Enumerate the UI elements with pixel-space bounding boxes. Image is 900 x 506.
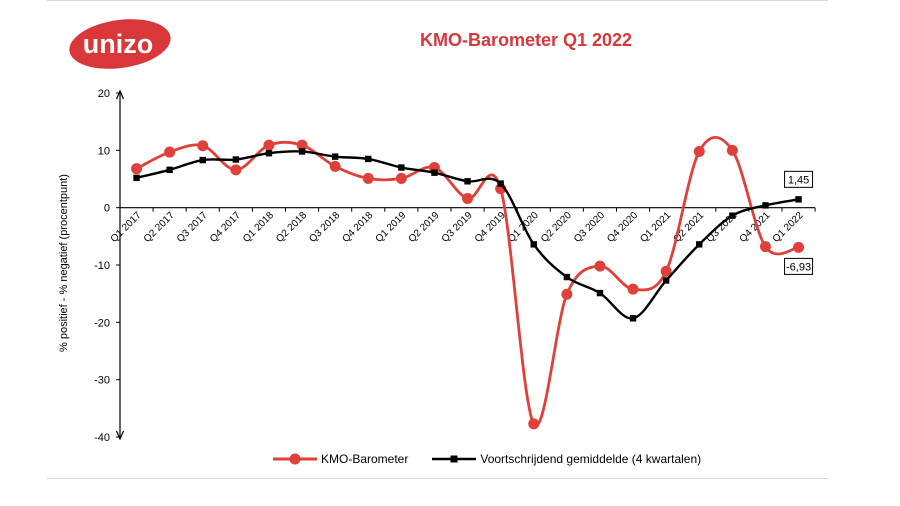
data-point-kmo-barometer [230,164,242,176]
x-tick-label: Q3 2017 [175,210,210,245]
data-point-kmo-barometer [561,288,573,300]
data-point-moving-average [265,150,273,157]
data-label-moving-average-last-box [784,170,814,188]
data-point-moving-average [762,202,769,209]
data-point-moving-average [530,241,537,248]
x-tick-label: Q2 2019 [407,210,442,245]
legend: KMO-Barometer Voortschrijdend gemiddelde… [273,452,725,466]
x-tick-label: Q1 2022 [771,210,806,245]
data-point-moving-average [795,196,802,203]
data-point-moving-average [662,277,670,284]
x-tick-label: Q4 2019 [473,210,508,245]
y-tick-label: 10 [98,145,110,157]
x-tick-label: Q2 2018 [274,210,309,245]
legend-label-moving-average: Voortschrijdend gemiddelde (4 kwartalen) [480,452,702,466]
x-tick-label: Q1 2018 [241,210,276,245]
series-line-moving-average [136,150,799,320]
x-tick-label: Q2 2017 [142,210,177,245]
x-tick-label: Q4 2021 [738,210,773,245]
x-tick-label: Q4 2020 [605,210,640,245]
data-point-moving-average [464,178,471,185]
data-point-kmo-barometer [594,260,606,272]
data-point-kmo-barometer [660,265,672,277]
y-tick-label: -40 [94,432,110,444]
y-tick-label: 20 [98,88,110,100]
legend-label-kmo-barometer: KMO-Barometer [321,452,409,466]
data-point-kmo-barometer [329,160,341,172]
x-tick-label: Q4 2017 [208,210,243,245]
data-point-moving-average [563,273,571,281]
data-point-kmo-barometer [164,146,176,158]
data-point-kmo-barometer [462,192,474,204]
data-point-moving-average [166,166,173,174]
legend-item-moving-average: Voortschrijdend gemiddelde (4 kwartalen) [432,452,701,466]
data-label-kmo-barometer-last: -6,93 [786,261,811,273]
x-tick-label: Q3 2019 [440,210,475,245]
legend-swatch-kmo-barometer [273,453,317,465]
frame-top-line [47,0,828,1]
data-point-kmo-barometer [197,140,209,152]
y-tick-label: -30 [94,375,110,387]
data-point-kmo-barometer [362,172,374,184]
data-point-moving-average [133,174,140,182]
data-point-kmo-barometer [793,241,805,253]
x-tick-label: Q1 2019 [374,210,409,245]
data-point-moving-average [298,148,306,155]
data-point-moving-average [365,155,372,163]
data-point-moving-average [398,164,405,171]
y-axis-arrow-top [115,89,125,100]
y-tick-label: -20 [94,317,110,329]
logo-text: unizo [83,29,153,59]
legend-swatch-moving-average [432,455,477,463]
data-point-kmo-barometer [726,144,738,156]
y-tick-label: -10 [94,260,110,272]
y-tick-label: 0 [104,203,110,215]
data-point-moving-average [596,289,604,297]
data-point-kmo-barometer [693,145,705,157]
x-tick-label: Q3 2020 [572,210,607,245]
data-point-kmo-barometer [627,283,639,295]
data-point-kmo-barometer [395,172,407,184]
data-point-moving-average [232,156,240,163]
logo-oval [69,19,171,69]
unizo-logo: unizo [69,19,171,69]
y-axis-arrow-bottom [115,430,125,441]
data-point-moving-average [629,315,637,322]
data-point-moving-average [497,180,504,187]
data-point-kmo-barometer [296,139,308,151]
data-point-kmo-barometer [528,418,540,430]
x-tick-label: Q3 2018 [307,210,342,245]
data-label-kmo-barometer-last-box [784,257,814,275]
data-point-kmo-barometer [759,241,771,253]
data-point-moving-average [431,169,438,176]
x-tick-label: Q1 2021 [638,210,673,245]
chart-title: KMO-Barometer Q1 2022 [419,30,633,50]
data-point-moving-average [199,156,206,164]
data-point-kmo-barometer [263,139,275,151]
legend-item-kmo-barometer: KMO-Barometer [273,452,408,466]
data-label-moving-average-last: 1,45 [788,174,809,186]
data-point-kmo-barometer [131,163,143,175]
data-point-moving-average [729,212,736,219]
frame-bottom-line [47,478,828,479]
x-tick-label: Q1 2017 [109,210,144,245]
x-tick-label: Q4 2018 [340,210,375,245]
x-tick-label: Q2 2020 [539,210,574,245]
data-point-moving-average [696,241,703,248]
data-point-moving-average [331,153,339,160]
